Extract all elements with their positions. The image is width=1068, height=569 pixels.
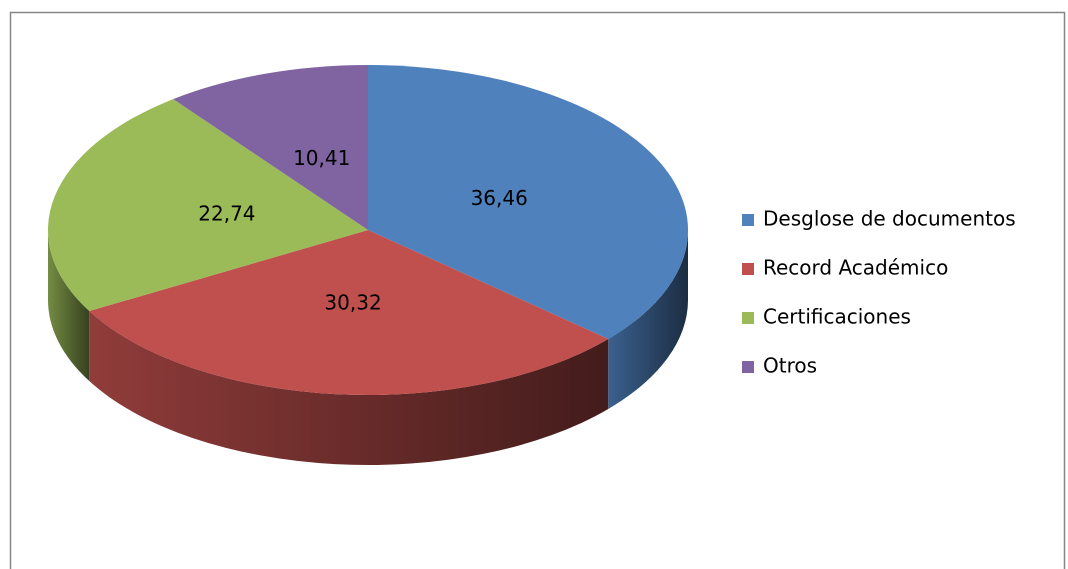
legend-swatch: [742, 312, 754, 324]
pie-slice: [173, 65, 368, 230]
pie-slice: [368, 65, 688, 340]
pie-side: [608, 230, 688, 410]
legend-label: Certificaciones: [763, 305, 911, 329]
data-label: 36,46: [471, 186, 528, 210]
chart-border: [9, 11, 1066, 569]
legend-label: Record Académico: [763, 256, 948, 280]
data-label: 30,32: [324, 290, 381, 314]
legend-label: Desglose de documentos: [763, 207, 1016, 231]
legend-swatch: [742, 361, 754, 373]
legend-swatch: [742, 214, 754, 226]
legend-label: Otros: [763, 354, 817, 378]
data-label: 10,41: [293, 146, 350, 170]
pie-side: [48, 230, 90, 382]
pie-slice: [89, 230, 609, 395]
legend-swatch: [742, 263, 754, 275]
data-label: 22,74: [198, 202, 255, 226]
pie-slice: [47, 99, 368, 312]
pie-side: [89, 311, 609, 465]
